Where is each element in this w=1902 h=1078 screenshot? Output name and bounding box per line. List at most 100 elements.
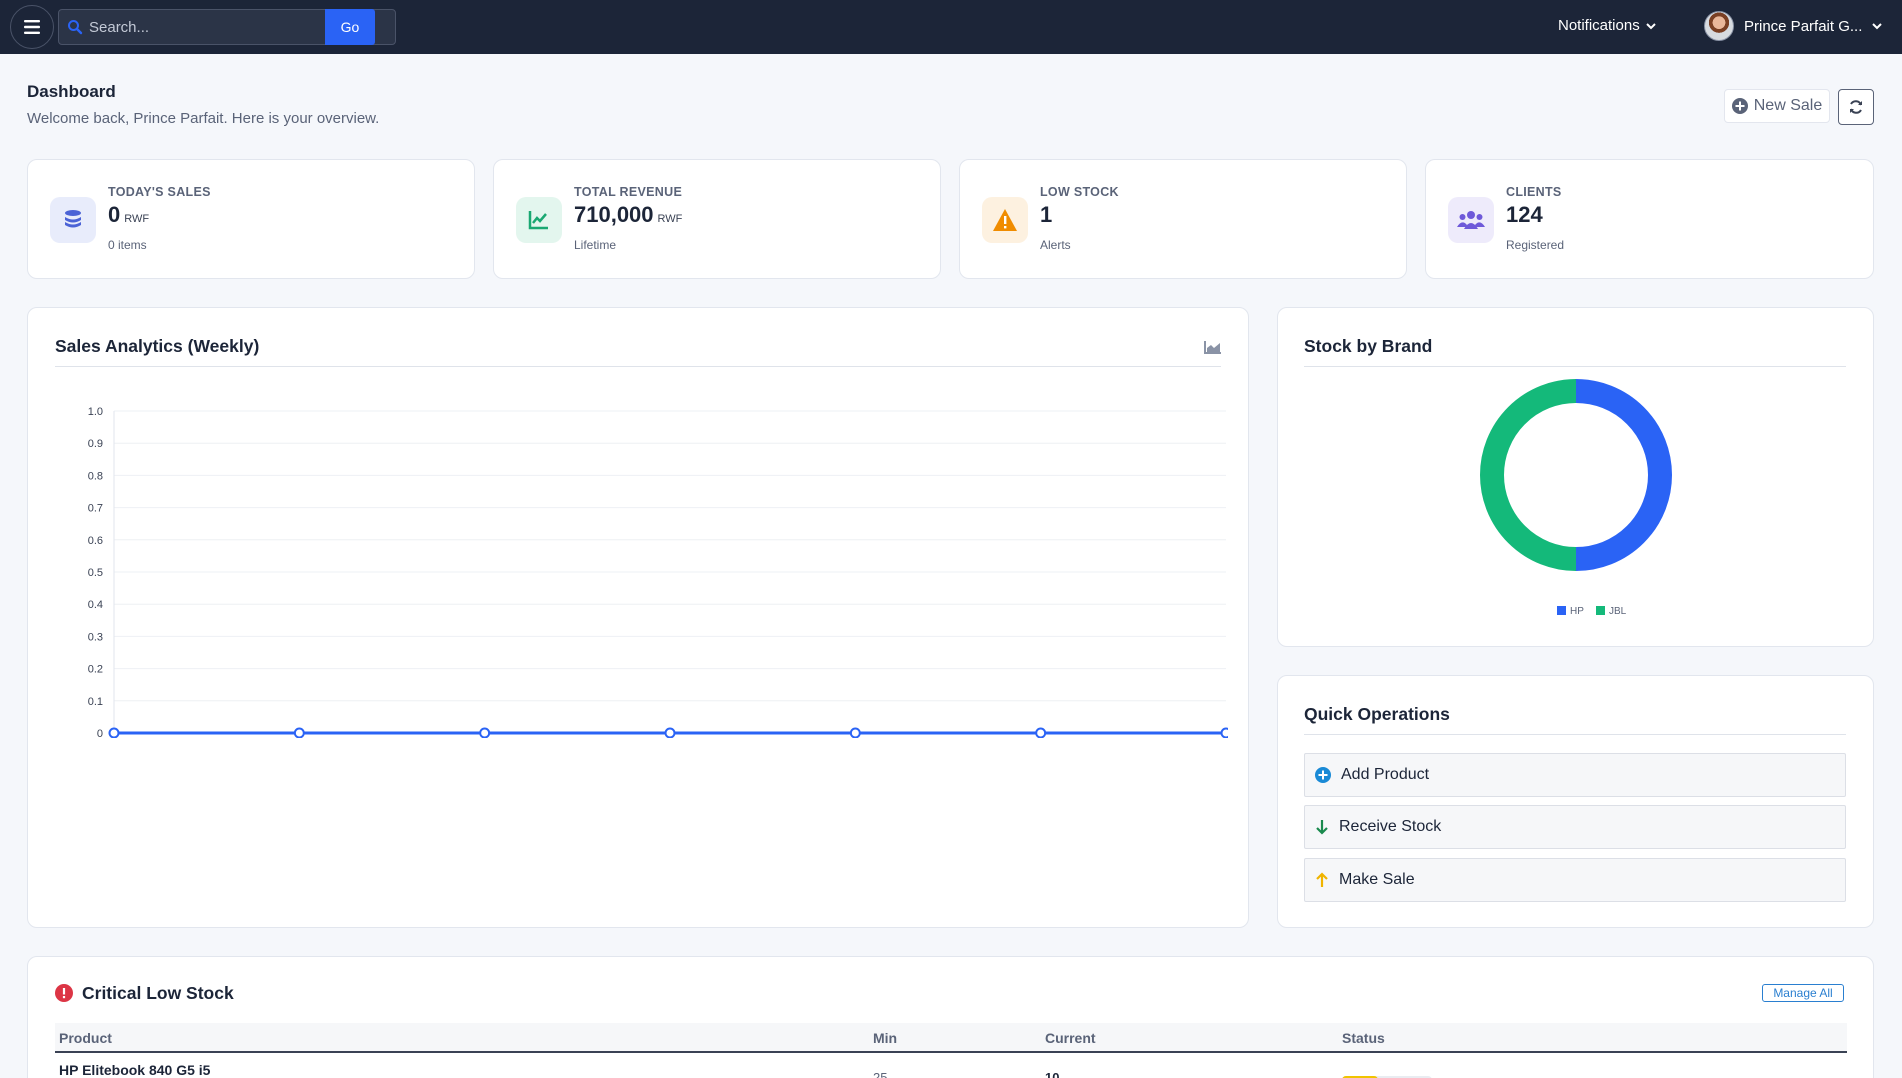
card-divider <box>55 366 1221 367</box>
product-name: HP Elitebook 840 G5 i5 <box>59 1062 211 1078</box>
stat-icon-bg <box>50 197 96 243</box>
column-header-product: Product <box>59 1030 112 1046</box>
stat-label: TOTAL REVENUE <box>574 185 683 199</box>
page-subtitle: Welcome back, Prince Parfait. Here is yo… <box>27 110 380 127</box>
y-tick-label: 0.8 <box>88 470 103 482</box>
sales-analytics-title: Sales Analytics (Weekly) <box>55 336 260 356</box>
quick-op-label: Make Sale <box>1339 871 1415 888</box>
stat-number: 124 <box>1506 202 1543 227</box>
min-value: 25 <box>873 1070 888 1078</box>
stat-unit: RWF <box>124 213 150 225</box>
data-point[interactable] <box>1220 727 1229 738</box>
stat-value: 0 RWF <box>108 202 149 228</box>
coins-icon <box>65 210 81 228</box>
stat-card-low-stock: LOW STOCK 1 Alerts <box>959 159 1407 279</box>
stat-label: LOW STOCK <box>1040 185 1119 199</box>
new-sale-label: New Sale <box>1753 97 1823 114</box>
chevron-down-icon <box>1872 23 1883 30</box>
stat-value: 124 <box>1506 202 1547 228</box>
card-divider <box>1304 734 1846 735</box>
stat-sub: Alerts <box>1040 238 1071 252</box>
data-point[interactable] <box>293 727 305 738</box>
table-row: HP Elitebook 840 G5 i5 25 10 <box>55 1056 1847 1078</box>
search-box: Go <box>58 9 396 45</box>
manage-all-button[interactable]: Manage All <box>1762 984 1844 1002</box>
column-header-current: Current <box>1045 1030 1096 1046</box>
critical-low-stock-title: Critical Low Stock <box>82 983 234 1003</box>
data-point[interactable] <box>849 727 861 738</box>
y-tick-label: 0.3 <box>88 631 103 643</box>
stock-donut-chart: HP JBL <box>1480 379 1672 617</box>
add-product-button[interactable]: Add Product <box>1304 753 1846 797</box>
hamburger-icon <box>24 20 40 34</box>
stat-value: 710,000 RWF <box>574 202 682 228</box>
search-icon <box>68 20 83 35</box>
stat-number: 1 <box>1040 202 1053 227</box>
stat-card-total-revenue: TOTAL REVENUE 710,000 RWF Lifetime <box>493 159 941 279</box>
status-progress-bar <box>1342 1076 1432 1078</box>
y-tick-label: 0.6 <box>88 535 103 547</box>
stat-number: 710,000 <box>574 202 654 227</box>
stat-card-clients: CLIENTS 124 Registered <box>1425 159 1874 279</box>
chevron-down-icon <box>1645 22 1656 29</box>
avatar <box>1704 11 1734 41</box>
stock-by-brand-card: Stock by Brand HP JBL <box>1277 307 1874 647</box>
users-icon <box>1457 211 1485 229</box>
quick-op-label: Add Product <box>1341 766 1430 783</box>
plus-circle-icon <box>1315 767 1331 783</box>
donut-slice[interactable] <box>1480 379 1577 571</box>
search-go-button[interactable]: Go <box>325 9 375 45</box>
new-sale-button[interactable]: New Sale <box>1724 89 1830 123</box>
stat-sub: 0 items <box>108 238 147 252</box>
data-point[interactable] <box>479 727 491 738</box>
data-point[interactable] <box>664 727 676 738</box>
stat-icon-bg <box>516 197 562 243</box>
stat-sub: Registered <box>1506 238 1565 252</box>
stat-sub: Lifetime <box>574 238 617 252</box>
sales-line-chart: 00.10.20.30.40.50.60.70.80.91.0MondayTue… <box>88 406 1229 738</box>
quick-op-label: Receive Stock <box>1339 818 1442 835</box>
donut-slice[interactable] <box>1575 379 1672 571</box>
legend-label: JBL <box>1609 606 1627 617</box>
data-point[interactable] <box>108 727 120 738</box>
y-tick-label: 0.9 <box>88 438 103 450</box>
stat-icon-bg <box>982 197 1028 243</box>
alert-circle-icon <box>55 984 73 1002</box>
stat-card-todays-sales: TODAY'S SALES 0 RWF 0 items <box>27 159 475 279</box>
stat-label: TODAY'S SALES <box>108 185 211 199</box>
arrow-down-icon <box>1316 820 1328 835</box>
current-value: 10 <box>1045 1070 1060 1078</box>
quick-operations-title: Quick Operations <box>1304 704 1450 724</box>
critical-low-stock-card <box>27 956 1874 1078</box>
data-point[interactable] <box>1035 727 1047 738</box>
page-title: Dashboard <box>27 82 116 101</box>
plus-circle-icon <box>1731 98 1748 114</box>
y-tick-label: 1.0 <box>88 406 103 418</box>
status-progress-fill <box>1342 1076 1378 1078</box>
quick-operations-card: Quick Operations Add Product Receive Sto… <box>1277 675 1874 928</box>
column-header-status: Status <box>1342 1030 1385 1046</box>
y-tick-label: 0.7 <box>88 503 103 515</box>
sales-analytics-card: Sales Analytics (Weekly) 0 0.1 0.2 0.3 0.4 0.… <box>27 307 1249 928</box>
stock-by-brand-title: Stock by Brand <box>1304 336 1433 356</box>
arrow-up-icon <box>1316 872 1328 887</box>
notifications-dropdown[interactable]: Notifications <box>1558 17 1656 34</box>
y-tick-label: 0 <box>97 728 103 738</box>
stat-value: 1 <box>1040 202 1056 228</box>
stat-icon-bg <box>1448 197 1494 243</box>
table-header-row <box>55 1023 1847 1053</box>
y-tick-label: 0.1 <box>88 696 103 708</box>
menu-toggle-button[interactable] <box>10 5 54 49</box>
y-tick-label: 0.5 <box>88 567 103 579</box>
stat-unit: RWF <box>657 213 683 225</box>
column-header-min: Min <box>873 1030 898 1046</box>
receive-stock-button[interactable]: Receive Stock <box>1304 805 1846 849</box>
legend-swatch <box>1596 606 1605 615</box>
legend-swatch <box>1557 606 1566 615</box>
area-chart-icon[interactable] <box>1204 340 1222 354</box>
make-sale-button[interactable]: Make Sale <box>1304 858 1846 902</box>
user-name: Prince Parfait G... <box>1744 17 1863 35</box>
refresh-button[interactable] <box>1838 89 1874 125</box>
user-menu[interactable]: Prince Parfait G... <box>1704 11 1883 41</box>
card-divider <box>1304 366 1846 367</box>
